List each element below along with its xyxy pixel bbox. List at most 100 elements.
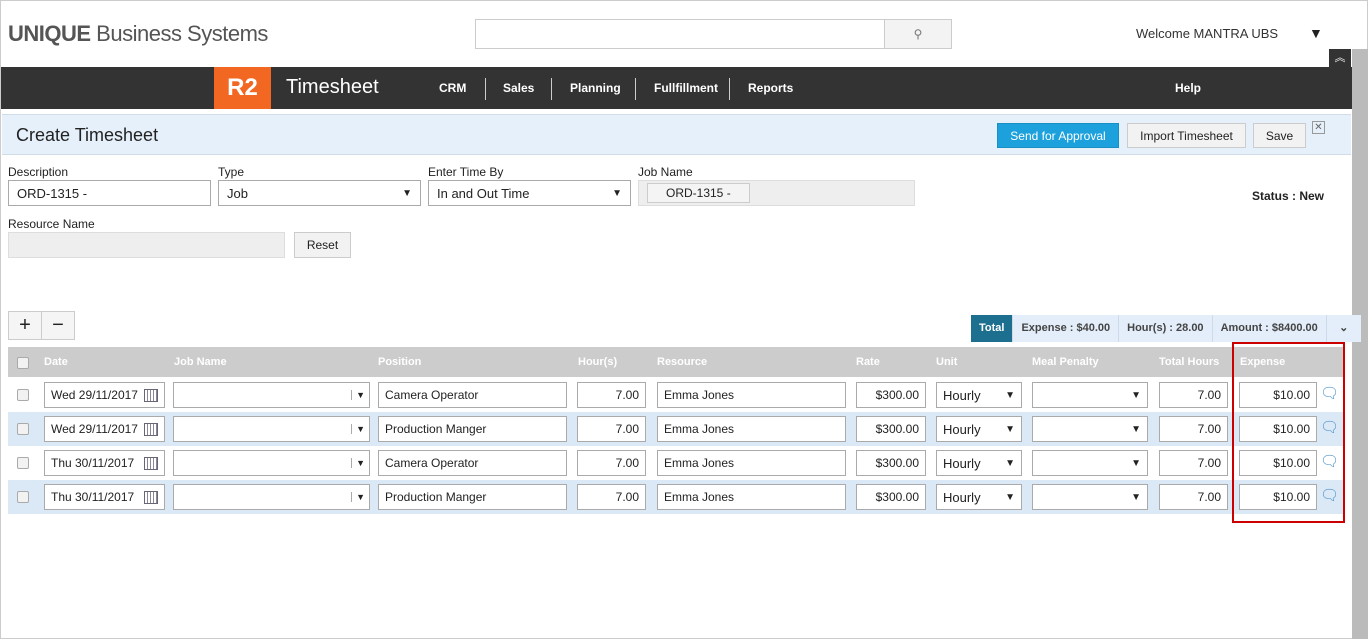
col-date: Date [44,356,68,368]
send-for-approval-button[interactable]: Send for Approval [997,123,1119,148]
meal-penalty-select[interactable]: ▼ [1032,382,1148,408]
total-hours-input[interactable]: 7.00 [1159,450,1228,476]
unit-select[interactable]: Hourly ▼ [936,484,1022,510]
date-input[interactable]: Wed 29/11/2017 [44,416,165,442]
job-tag: ORD-1315 - [647,183,750,203]
col-meal-penalty: Meal Penalty [1032,356,1099,368]
position-input[interactable]: Production Manger [378,416,567,442]
totals-bar: Total Expense : $40.00 Hour(s) : 28.00 A… [971,315,1361,342]
close-icon[interactable]: ✕ [1312,121,1325,134]
total-hours-input[interactable]: 7.00 [1159,416,1228,442]
expand-totals-chevron-icon[interactable]: ⌄ [1339,322,1349,334]
type-select[interactable]: Job ▼ [218,180,421,206]
dropdown-arrow-icon: ▼ [1131,491,1141,503]
search-button[interactable]: ⚲ [884,19,952,49]
resource-input[interactable]: Emma Jones [657,382,846,408]
expense-input[interactable]: $10.00 [1239,382,1317,408]
resource-name-label: Resource Name [8,217,95,231]
nav-help[interactable]: Help [1175,81,1202,95]
hours-input[interactable]: 7.00 [577,416,646,442]
position-input[interactable]: Camera Operator [378,450,567,476]
position-input[interactable]: Production Manger [378,484,567,510]
expense-highlight-box [1232,342,1345,523]
add-row-button[interactable]: + [9,312,42,339]
total-expense: Expense : $40.00 [1013,315,1120,342]
resource-input[interactable]: Emma Jones [657,450,846,476]
collapse-header-icon[interactable]: ︽ [1329,49,1351,67]
expense-input[interactable]: $10.00 [1239,416,1317,442]
calendar-icon[interactable] [144,422,158,436]
user-menu-caret-icon[interactable]: ▼ [1309,25,1323,41]
date-input[interactable]: Wed 29/11/2017 [44,382,165,408]
unit-select[interactable]: Hourly ▼ [936,416,1022,442]
import-timesheet-button[interactable]: Import Timesheet [1127,123,1246,148]
hours-input[interactable]: 7.00 [577,450,646,476]
calendar-icon[interactable] [144,388,158,402]
select-all-checkbox[interactable] [17,357,29,369]
hours-input[interactable]: 7.00 [577,382,646,408]
dropdown-arrow-icon[interactable]: ▼ [351,390,365,400]
expense-input[interactable]: $10.00 [1239,484,1317,510]
dropdown-arrow-icon: ▼ [1005,457,1015,469]
row-checkbox[interactable] [17,389,29,401]
total-hours-input[interactable]: 7.00 [1159,382,1228,408]
comment-icon[interactable]: 🗨 [1320,453,1340,470]
job-name-label: Job Name [638,165,693,179]
expense-input[interactable]: $10.00 [1239,450,1317,476]
comment-icon[interactable]: 🗨 [1320,487,1340,504]
row-toolbar: + − [8,311,75,340]
remove-row-button[interactable]: − [52,314,64,336]
rate-input[interactable]: $300.00 [856,484,926,510]
job-name-combo[interactable]: ▼ [173,382,370,408]
dropdown-arrow-icon[interactable]: ▼ [351,424,365,434]
dropdown-arrow-icon: ▼ [1131,457,1141,469]
rate-input[interactable]: $300.00 [856,416,926,442]
meal-penalty-select[interactable]: ▼ [1032,416,1148,442]
comment-icon[interactable]: 🗨 [1320,385,1340,402]
scrollbar[interactable] [1352,49,1368,639]
resource-name-input[interactable] [8,232,285,258]
table-header [8,347,1343,377]
row-checkbox[interactable] [17,491,29,503]
row-checkbox[interactable] [17,423,29,435]
reset-button[interactable]: Reset [294,232,351,258]
nav-reports[interactable]: Reports [748,81,794,95]
hours-input[interactable]: 7.00 [577,484,646,510]
meal-penalty-select[interactable]: ▼ [1032,450,1148,476]
rate-input[interactable]: $300.00 [856,450,926,476]
job-name-input[interactable]: ORD-1315 - [638,180,915,206]
resource-input[interactable]: Emma Jones [657,416,846,442]
rate-input[interactable]: $300.00 [856,382,926,408]
date-input[interactable]: Thu 30/11/2017 [44,484,165,510]
job-name-combo[interactable]: ▼ [173,416,370,442]
save-button[interactable]: Save [1253,123,1306,148]
comment-icon[interactable]: 🗨 [1320,419,1340,436]
col-position: Position [378,356,422,368]
calendar-icon[interactable] [144,456,158,470]
resource-input[interactable]: Emma Jones [657,484,846,510]
search-input[interactable] [475,19,885,49]
calendar-icon[interactable] [144,490,158,504]
description-label: Description [8,165,69,179]
nav-planning[interactable]: Planning [570,81,621,95]
dropdown-arrow-icon[interactable]: ▼ [351,492,365,502]
dropdown-arrow-icon[interactable]: ▼ [351,458,365,468]
job-name-combo[interactable]: ▼ [173,450,370,476]
total-hours-input[interactable]: 7.00 [1159,484,1228,510]
col-expense: Expense [1240,356,1286,368]
dropdown-arrow-icon: ▼ [402,187,412,199]
unit-select[interactable]: Hourly ▼ [936,382,1022,408]
meal-penalty-select[interactable]: ▼ [1032,484,1148,510]
status-text: Status : New [1252,189,1325,203]
position-input[interactable]: Camera Operator [378,382,567,408]
enter-time-by-select[interactable]: In and Out Time ▼ [428,180,631,206]
col-total-hours: Total Hours [1159,356,1220,368]
row-checkbox[interactable] [17,457,29,469]
unit-select[interactable]: Hourly ▼ [936,450,1022,476]
nav-fullfillment[interactable]: Fullfillment [654,81,718,95]
date-input[interactable]: Thu 30/11/2017 [44,450,165,476]
nav-crm[interactable]: CRM [439,81,467,95]
description-input[interactable]: ORD-1315 - [8,180,211,206]
job-name-combo[interactable]: ▼ [173,484,370,510]
nav-sales[interactable]: Sales [503,81,535,95]
